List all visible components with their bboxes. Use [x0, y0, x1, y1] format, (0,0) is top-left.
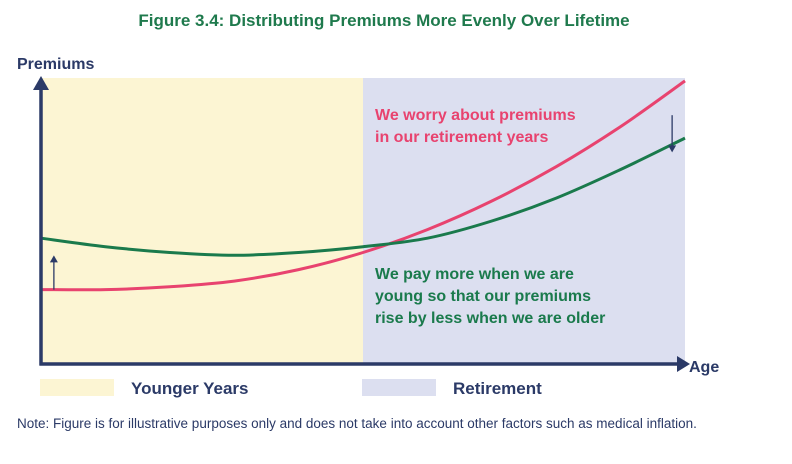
y-axis-label: Premiums [17, 56, 94, 73]
chart-title: Figure 3.4: Distributing Premiums More E… [138, 11, 629, 30]
annotation-pay-more-young-line: young so that our premiums [375, 288, 591, 305]
arrow-up-head [49, 255, 58, 263]
x-axis-arrowhead [677, 356, 690, 372]
legend-label-younger-years: Younger Years [131, 379, 248, 398]
annotation-retirement-worry-line: in our retirement years [375, 129, 549, 146]
series-line-distributed [40, 136, 686, 257]
series-line-current [40, 79, 686, 292]
x-axis-label: Age [689, 359, 719, 376]
annotation-retirement-worry: We worry about premiums in our retiremen… [375, 107, 580, 146]
region-younger-years [41, 78, 363, 364]
annotation-pay-more-young: We pay more when we are young so that ou… [375, 266, 605, 327]
legend-label-retirement: Retirement [453, 379, 542, 398]
annotation-pay-more-young-line: rise by less when we are older [375, 310, 605, 327]
legend-swatch-younger-years [40, 379, 114, 396]
footnote: Note: Figure is for illustrative purpose… [17, 416, 697, 431]
arrow-down-head [668, 145, 677, 153]
region-retirement [363, 78, 685, 364]
legend-swatch-retirement [362, 379, 436, 396]
annotation-pay-more-young-line: We pay more when we are [375, 266, 574, 283]
annotation-retirement-worry-line: We worry about premiums [375, 107, 576, 124]
y-axis-arrowhead [33, 76, 49, 90]
